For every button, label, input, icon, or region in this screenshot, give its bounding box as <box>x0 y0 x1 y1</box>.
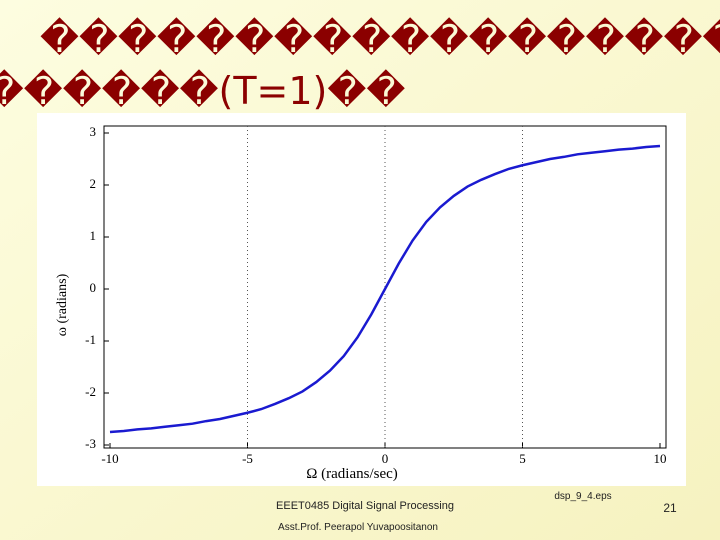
y-tick-label: 3 <box>90 124 97 139</box>
data-line <box>109 144 661 434</box>
x-tick-label: 5 <box>519 451 526 466</box>
title-line-2: ������(T=1)�� <box>0 69 405 113</box>
x-tick-label: 10 <box>654 451 667 466</box>
y-tick-label: -3 <box>85 436 96 451</box>
footer-course: EEET0485 Digital Signal Processing <box>276 500 454 512</box>
y-tick-label: 2 <box>90 176 97 191</box>
x-tick-label: 0 <box>382 451 389 466</box>
x-tick-label: -5 <box>242 451 253 466</box>
y-tick-label: -2 <box>85 384 96 399</box>
footer-author: Asst.Prof. Peerapol Yuvapoositanon <box>278 522 438 533</box>
x-tick-label: -10 <box>101 451 118 466</box>
title-line-1: �������������������� <box>40 17 720 61</box>
x-axis-label: Ω (radians/sec) <box>306 466 398 482</box>
footer-file: dsp_9_4.eps <box>554 491 611 502</box>
y-tick-label: 0 <box>90 280 97 295</box>
y-axis-label: ω (radians) <box>55 273 70 336</box>
y-tick-label: -1 <box>85 332 96 347</box>
figure-area <box>37 113 686 486</box>
page-number: 21 <box>663 501 677 515</box>
y-tick-label: 1 <box>90 228 97 243</box>
